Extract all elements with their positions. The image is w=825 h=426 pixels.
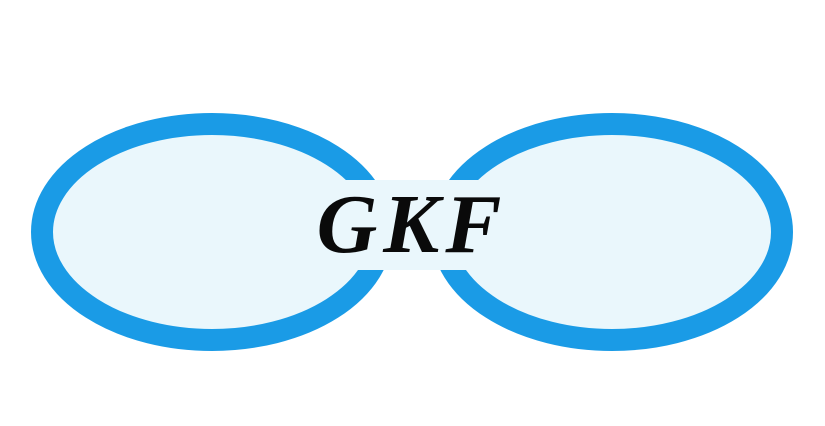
logo-text: GKF bbox=[317, 178, 508, 271]
logo-text-backdrop bbox=[290, 180, 540, 270]
